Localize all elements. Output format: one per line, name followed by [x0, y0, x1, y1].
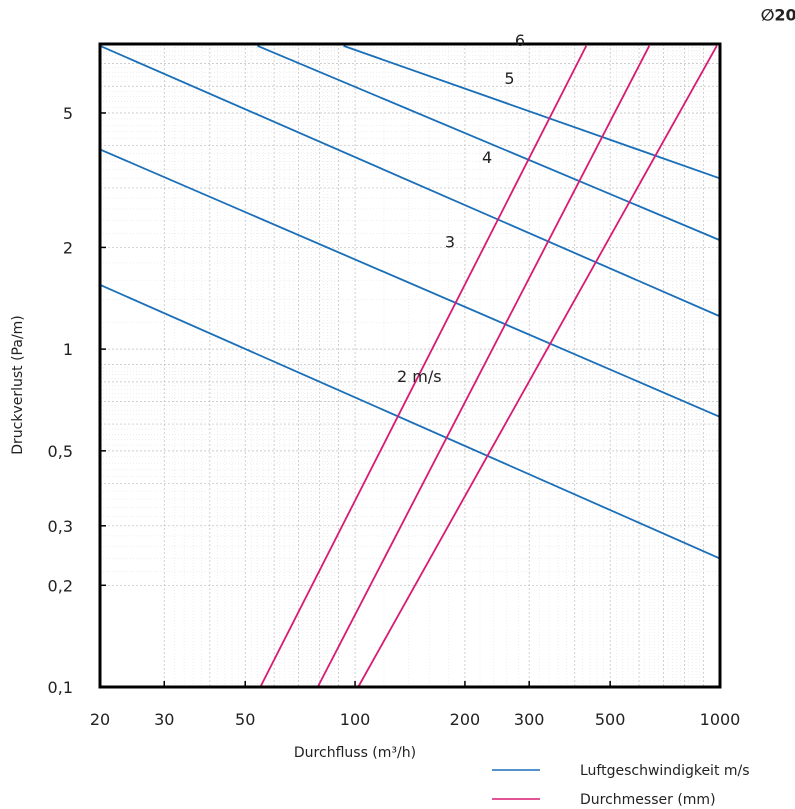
x-tick-label: 50: [235, 710, 255, 729]
y-tick-label: 0,3: [48, 517, 73, 536]
velocity-label: 3: [445, 232, 455, 251]
series-lines: [99, 44, 721, 688]
velocity-line: [99, 283, 721, 560]
y-tick-label: 0,1: [48, 678, 73, 697]
y-tick-label: 1: [63, 340, 73, 359]
legend-label-velocity: Luftgeschwindigkeit m/s: [580, 763, 750, 779]
x-tick-label: 1000: [700, 710, 741, 729]
y-tick-label: 5: [63, 104, 73, 123]
velocity-label: 4: [482, 148, 492, 167]
y-axis-ticks: 0,1 0,2 0,3 0,5 1 2 5: [48, 104, 106, 697]
velocity-line: [257, 45, 721, 242]
velocity-label: 6: [515, 31, 525, 50]
x-axis-ticks: 20 30 50 100 200 300 500 1000: [90, 681, 741, 729]
velocity-line: [99, 45, 721, 318]
legend-label-diameter: Durchmesser (mm): [580, 792, 716, 808]
y-axis-title: Druckverlust (Pa/m): [10, 315, 26, 455]
x-tick-label: 300: [514, 710, 545, 729]
y-tick-label: 2: [63, 238, 73, 257]
x-axis-title: Durchfluss (m³/h): [294, 745, 416, 761]
legend: Luftgeschwindigkeit m/s Durchmesser (mm): [492, 763, 750, 808]
diameter-line: [316, 45, 651, 688]
diameter-line: [357, 45, 718, 688]
x-tick-label: 30: [154, 710, 174, 729]
y-tick-label: 0,2: [48, 576, 73, 595]
x-tick-label: 200: [450, 710, 481, 729]
x-tick-label: 100: [340, 710, 371, 729]
velocity-line: [343, 44, 721, 180]
plot-frame: [98, 42, 722, 689]
velocity-label: 2 m/s: [397, 367, 442, 386]
y-tick-label: 0,5: [48, 442, 73, 461]
diameter-line: [259, 45, 588, 688]
diameter-label: ∅200: [761, 5, 795, 24]
x-tick-label: 500: [595, 710, 626, 729]
grid-lines: [100, 44, 720, 687]
velocity-label: 5: [504, 69, 514, 88]
velocity-line: [99, 148, 721, 418]
x-tick-label: 20: [90, 710, 110, 729]
